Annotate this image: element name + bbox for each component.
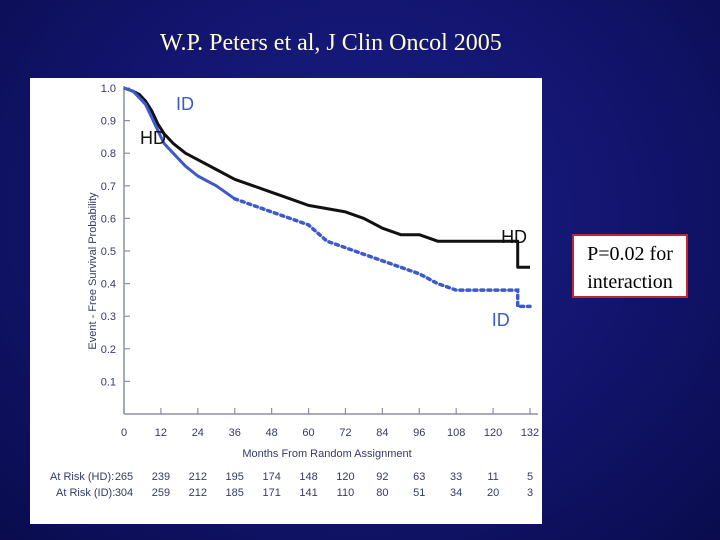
at-risk-id-value: 34 xyxy=(450,487,462,499)
at-risk-hd-value: 239 xyxy=(152,471,170,483)
x-axis-title: Months From Random Assignment xyxy=(242,448,411,460)
at-risk-hd-value: 11 xyxy=(487,471,498,483)
y-tick-label: 0.1 xyxy=(101,376,116,388)
at-risk-id-value: 212 xyxy=(189,487,207,499)
id-curve-label-top: ID xyxy=(176,94,194,114)
at-risk-id-value: 51 xyxy=(413,487,425,499)
id-survival-curve-dotted xyxy=(232,197,532,309)
hd-curve-label-end: HD xyxy=(501,227,527,247)
at-risk-id-value: 304 xyxy=(115,487,133,499)
y-tick-label: 0.7 xyxy=(101,181,116,193)
at-risk-hd-value: 195 xyxy=(226,471,244,483)
x-tick-label: 84 xyxy=(376,427,388,439)
at-risk-id-value: 110 xyxy=(337,487,355,499)
y-tick-label: 1.0 xyxy=(101,83,116,95)
y-axis-title: Event - Free Survival Probability xyxy=(87,192,99,350)
p-value-annotation: P=0.02 for interaction xyxy=(572,234,688,298)
at-risk-id-value: 20 xyxy=(487,487,499,499)
at-risk-id-value: 80 xyxy=(376,487,388,499)
x-tick-label: 24 xyxy=(192,427,204,439)
at-risk-id-value: 185 xyxy=(226,487,244,499)
at-risk-id-label: At Risk (ID): xyxy=(56,487,115,499)
y-tick-label: 0.4 xyxy=(101,279,116,291)
at-risk-hd-value: 92 xyxy=(376,471,388,483)
at-risk-hd-value: 120 xyxy=(336,471,354,483)
x-tick-label: 60 xyxy=(302,427,314,439)
at-risk-hd-value: 33 xyxy=(450,471,462,483)
id-survival-curve-solid xyxy=(123,86,236,201)
x-tick-label: 132 xyxy=(521,427,539,439)
y-tick-label: 0.2 xyxy=(101,344,116,356)
x-tick-label: 108 xyxy=(447,427,465,439)
at-risk-hd-value: 265 xyxy=(115,471,133,483)
y-tick-label: 0.6 xyxy=(101,213,116,225)
y-tick-label: 0.3 xyxy=(101,311,116,323)
x-tick-label: 12 xyxy=(155,427,167,439)
x-tick-label: 96 xyxy=(413,427,425,439)
at-risk-hd-value: 148 xyxy=(299,471,317,483)
at-risk-id-value: 3 xyxy=(527,487,533,499)
x-tick-label: 0 xyxy=(121,427,127,439)
y-tick-label: 0.8 xyxy=(101,148,116,160)
id-curve-label-end: ID xyxy=(492,310,510,330)
at-risk-hd-value: 63 xyxy=(413,471,425,483)
y-tick-label: 0.9 xyxy=(101,116,116,128)
hd-curve-label-top: HD xyxy=(140,128,166,148)
y-tick-label: 0.5 xyxy=(101,246,116,258)
at-risk-id-value: 141 xyxy=(299,487,317,499)
at-risk-hd-value: 212 xyxy=(189,471,207,483)
x-tick-label: 48 xyxy=(266,427,278,439)
slide-title: W.P. Peters et al, J Clin Oncol 2005 xyxy=(160,30,502,56)
at-risk-hd-label: At Risk (HD): xyxy=(50,471,114,483)
at-risk-hd-value: 5 xyxy=(527,471,533,483)
hd-survival-curve xyxy=(123,86,530,269)
survival-figure-panel: 0.1 0.2 0.3 0.4 0.5 0.6 0.7 0.8 0.9 1.0 0 12 24 36 48 6… xyxy=(30,78,542,524)
at-risk-hd-value: 174 xyxy=(262,471,280,483)
at-risk-id-value: 259 xyxy=(152,487,170,499)
p-value-line-2: interaction xyxy=(587,271,673,293)
p-value-line-1: P=0.02 for xyxy=(587,243,673,265)
at-risk-id-value: 171 xyxy=(262,487,280,499)
survival-chart: 0.1 0.2 0.3 0.4 0.5 0.6 0.7 0.8 0.9 1.0 0 12 24 36 48 6… xyxy=(50,83,539,499)
x-tick-label: 120 xyxy=(484,427,502,439)
x-tick-label: 36 xyxy=(229,427,241,439)
x-tick-label: 72 xyxy=(339,427,351,439)
